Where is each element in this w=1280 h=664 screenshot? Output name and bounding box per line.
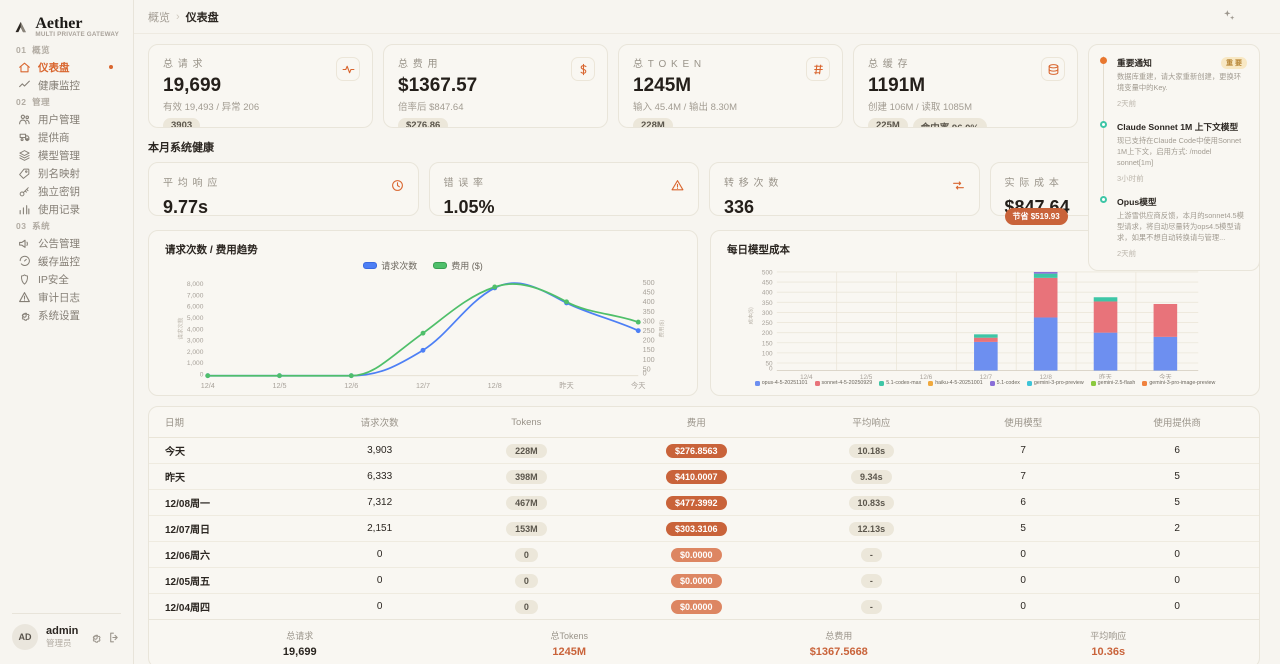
svg-text:350: 350	[643, 307, 655, 316]
svg-text:500: 500	[643, 278, 655, 287]
svg-text:12/4: 12/4	[800, 374, 813, 379]
svg-text:100: 100	[762, 350, 773, 357]
svg-text:150: 150	[762, 340, 773, 347]
svg-text:200: 200	[643, 336, 655, 345]
svg-text:0: 0	[200, 372, 204, 379]
svg-text:12/8: 12/8	[1039, 374, 1052, 379]
svg-text:400: 400	[762, 290, 773, 297]
svg-text:1,000: 1,000	[187, 360, 204, 367]
svg-text:100: 100	[643, 355, 655, 364]
svg-text:请求次数: 请求次数	[176, 317, 184, 339]
svg-text:12/6: 12/6	[344, 381, 358, 390]
svg-text:250: 250	[762, 320, 773, 327]
svg-text:8,000: 8,000	[187, 281, 204, 288]
svg-text:0: 0	[643, 369, 647, 378]
svg-text:3,000: 3,000	[187, 338, 204, 345]
svg-text:2,000: 2,000	[187, 349, 204, 356]
svg-text:12/7: 12/7	[416, 381, 430, 390]
svg-text:12/5: 12/5	[272, 381, 286, 390]
svg-text:400: 400	[643, 297, 655, 306]
svg-text:0: 0	[769, 366, 773, 373]
svg-text:300: 300	[762, 310, 773, 317]
svg-text:12/8: 12/8	[488, 381, 502, 390]
svg-text:昨天: 昨天	[1099, 372, 1112, 379]
svg-text:12/5: 12/5	[860, 374, 873, 379]
svg-text:12/7: 12/7	[980, 374, 993, 379]
svg-text:4,000: 4,000	[187, 326, 204, 333]
svg-text:12/6: 12/6	[920, 374, 933, 379]
svg-text:费用($): 费用($)	[658, 320, 666, 338]
svg-text:今天: 今天	[1159, 372, 1172, 379]
svg-text:200: 200	[762, 330, 773, 337]
svg-text:今天: 今天	[631, 381, 645, 390]
svg-text:昨天: 昨天	[559, 381, 573, 390]
svg-text:250: 250	[643, 326, 655, 335]
svg-text:6,000: 6,000	[187, 304, 204, 311]
svg-text:450: 450	[643, 288, 655, 297]
svg-text:150: 150	[643, 345, 655, 354]
svg-text:350: 350	[762, 300, 773, 307]
svg-text:12/4: 12/4	[201, 381, 215, 390]
svg-text:5,000: 5,000	[187, 315, 204, 322]
svg-text:500: 500	[762, 269, 773, 276]
svg-text:300: 300	[643, 316, 655, 325]
svg-text:450: 450	[762, 280, 773, 287]
svg-text:成本($): 成本($)	[746, 307, 754, 324]
svg-text:7,000: 7,000	[187, 292, 204, 299]
